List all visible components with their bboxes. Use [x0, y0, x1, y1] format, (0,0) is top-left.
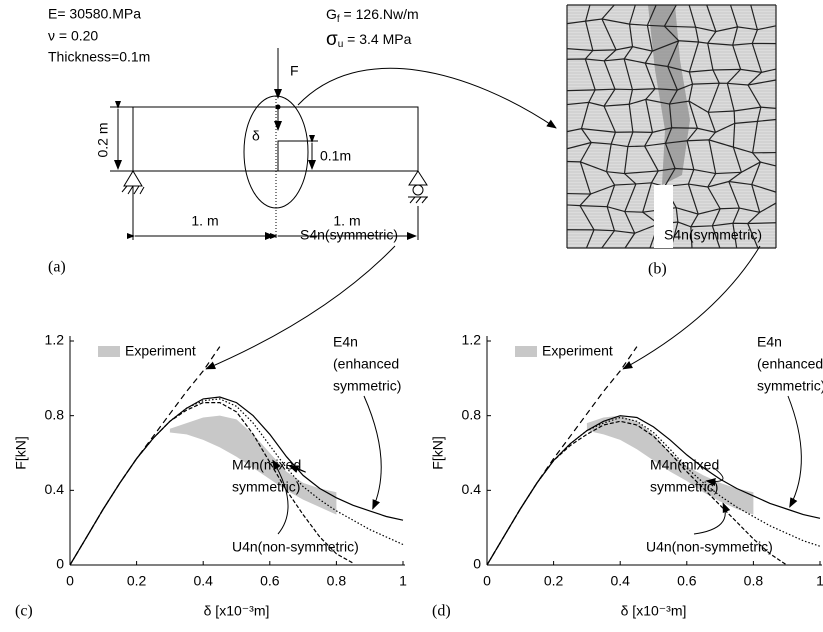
- panel-label: (d): [432, 603, 451, 620]
- x-tick-label: 0.6: [677, 573, 697, 589]
- param-text: ν = 0.20: [48, 28, 98, 44]
- annotation: symmetric): [333, 378, 401, 394]
- annotation: symmetric): [232, 479, 300, 495]
- annotation: S4n(symmetric): [664, 227, 762, 243]
- roller: [413, 185, 423, 195]
- y-tick-label: 1.2: [45, 332, 65, 348]
- legend-label: Experiment: [542, 343, 613, 359]
- x-tick-label: 0.6: [260, 573, 280, 589]
- annotation: U4n(non-symmetric): [232, 539, 359, 555]
- x-axis-label: δ [x10⁻³m]: [621, 603, 687, 619]
- annotation-arrow: [788, 396, 801, 507]
- param-text: Thickness=0.1m: [48, 49, 150, 65]
- y-axis-label: F[kN]: [13, 436, 29, 469]
- symbol: G: [326, 6, 337, 22]
- x-tick-label: 0.8: [744, 573, 764, 589]
- annotation-arrow: [206, 246, 395, 369]
- param-value: = 3.4 MPa: [343, 31, 411, 47]
- roller-ground: [408, 197, 428, 203]
- param-text: Gf = 126.Nw/m: [326, 6, 419, 25]
- roller-support: [409, 171, 427, 185]
- legend-label: Experiment: [125, 343, 196, 359]
- param-text: σu = 3.4 MPa: [326, 29, 412, 50]
- x-tick-label: 0.2: [127, 573, 147, 589]
- height-label: 0.2 m: [95, 122, 111, 157]
- series-line: [487, 347, 637, 565]
- annotation-arrow: [623, 246, 760, 369]
- series-line: [70, 347, 220, 565]
- annotation: (enhanced: [333, 356, 399, 372]
- x-axis-label: δ [x10⁻³m]: [204, 603, 270, 619]
- x-tick-label: 0.8: [327, 573, 347, 589]
- span-label: 1. m: [191, 213, 218, 229]
- annotation: symmetric): [757, 378, 823, 394]
- y-tick-label: 0.4: [462, 481, 482, 497]
- annotation: M4n(mixed: [232, 457, 301, 473]
- panel-label: (b): [648, 261, 667, 278]
- annotation-arrow: [694, 503, 725, 534]
- x-tick-label: 0.4: [610, 573, 630, 589]
- y-tick-label: 0: [473, 556, 481, 572]
- annotation-arrow: [364, 396, 381, 509]
- param-text: E= 30580.MPa: [48, 6, 141, 22]
- symbol: σ: [326, 29, 338, 50]
- x-tick-label: 0.4: [193, 573, 213, 589]
- chart: 0 0.4 0.8 1.2 0 0.2 0.4 0.6 0.8 1 δ [x10⁻³m] F[kN] (…: [13, 227, 407, 620]
- figure: E= 30580.MPa ν = 0.20 Thickness=0.1m Gf …: [0, 0, 823, 632]
- legend-swatch: [98, 346, 120, 357]
- panel-label: (c): [15, 603, 33, 620]
- legend-swatch: [515, 346, 537, 357]
- annotation: M4n(mixed: [650, 457, 719, 473]
- y-tick-label: 0.4: [45, 481, 65, 497]
- y-tick-label: 1.2: [462, 332, 482, 348]
- x-tick-label: 0: [66, 573, 74, 589]
- param-value: = 126.Nw/m: [340, 6, 419, 22]
- annotation: E4n: [757, 334, 782, 350]
- force-label: F: [290, 63, 299, 79]
- x-tick-label: 0.2: [544, 573, 564, 589]
- y-axis-label: F[kN]: [430, 436, 446, 469]
- annotation: S4n(symmetric): [300, 227, 398, 243]
- x-tick-label: 1: [816, 573, 823, 589]
- notch-label: 0.1m: [320, 148, 351, 164]
- delta-label: δ: [252, 128, 260, 144]
- y-tick-label: 0: [56, 556, 64, 572]
- annotation: E4n: [333, 334, 358, 350]
- x-tick-label: 1: [399, 573, 407, 589]
- chart: 0 0.4 0.8 1.2 0 0.2 0.4 0.6 0.8 1 δ [x10⁻³m] F[kN] (…: [430, 227, 823, 620]
- panel-label: (a): [48, 259, 66, 276]
- zoom-ellipse: [244, 96, 308, 208]
- notch: [278, 141, 292, 171]
- y-tick-label: 0.8: [45, 406, 65, 422]
- mesh-image: [567, 5, 776, 248]
- y-tick-label: 0.8: [462, 406, 482, 422]
- x-tick-label: 0: [483, 573, 491, 589]
- zoom-arrow: [298, 68, 556, 128]
- annotation: (enhanced: [757, 356, 823, 372]
- annotation: U4n(non-symmetric): [646, 539, 773, 555]
